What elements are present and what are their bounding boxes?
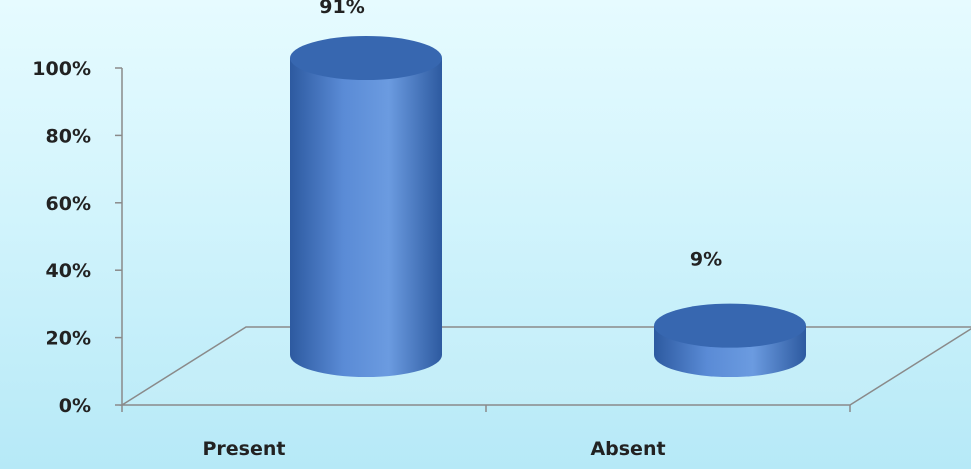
y-tick-label: 100% <box>32 58 91 80</box>
y-tick-label: 60% <box>46 193 91 215</box>
chart-floor <box>119 326 971 406</box>
x-axis-labels: Present Absent <box>203 438 666 460</box>
y-tick-label: 80% <box>46 125 91 147</box>
data-labels: 91% 9% <box>319 0 722 271</box>
bar-top <box>290 36 442 80</box>
bar-present <box>290 36 442 377</box>
bar-body <box>290 58 442 377</box>
x-category-label: Present <box>203 438 286 460</box>
y-tick-label: 40% <box>46 260 91 282</box>
y-tick-label: 0% <box>59 395 91 417</box>
y-tick-label: 20% <box>46 328 91 350</box>
bar-series <box>290 36 806 377</box>
y-axis: 0% 20% 40% 60% 80% 100% <box>32 58 851 417</box>
data-label: 91% <box>319 0 364 18</box>
bar-absent <box>654 303 806 377</box>
floor-plane <box>119 326 971 406</box>
data-label: 9% <box>690 249 722 271</box>
bar-top <box>654 303 806 348</box>
x-category-label: Absent <box>590 438 665 460</box>
